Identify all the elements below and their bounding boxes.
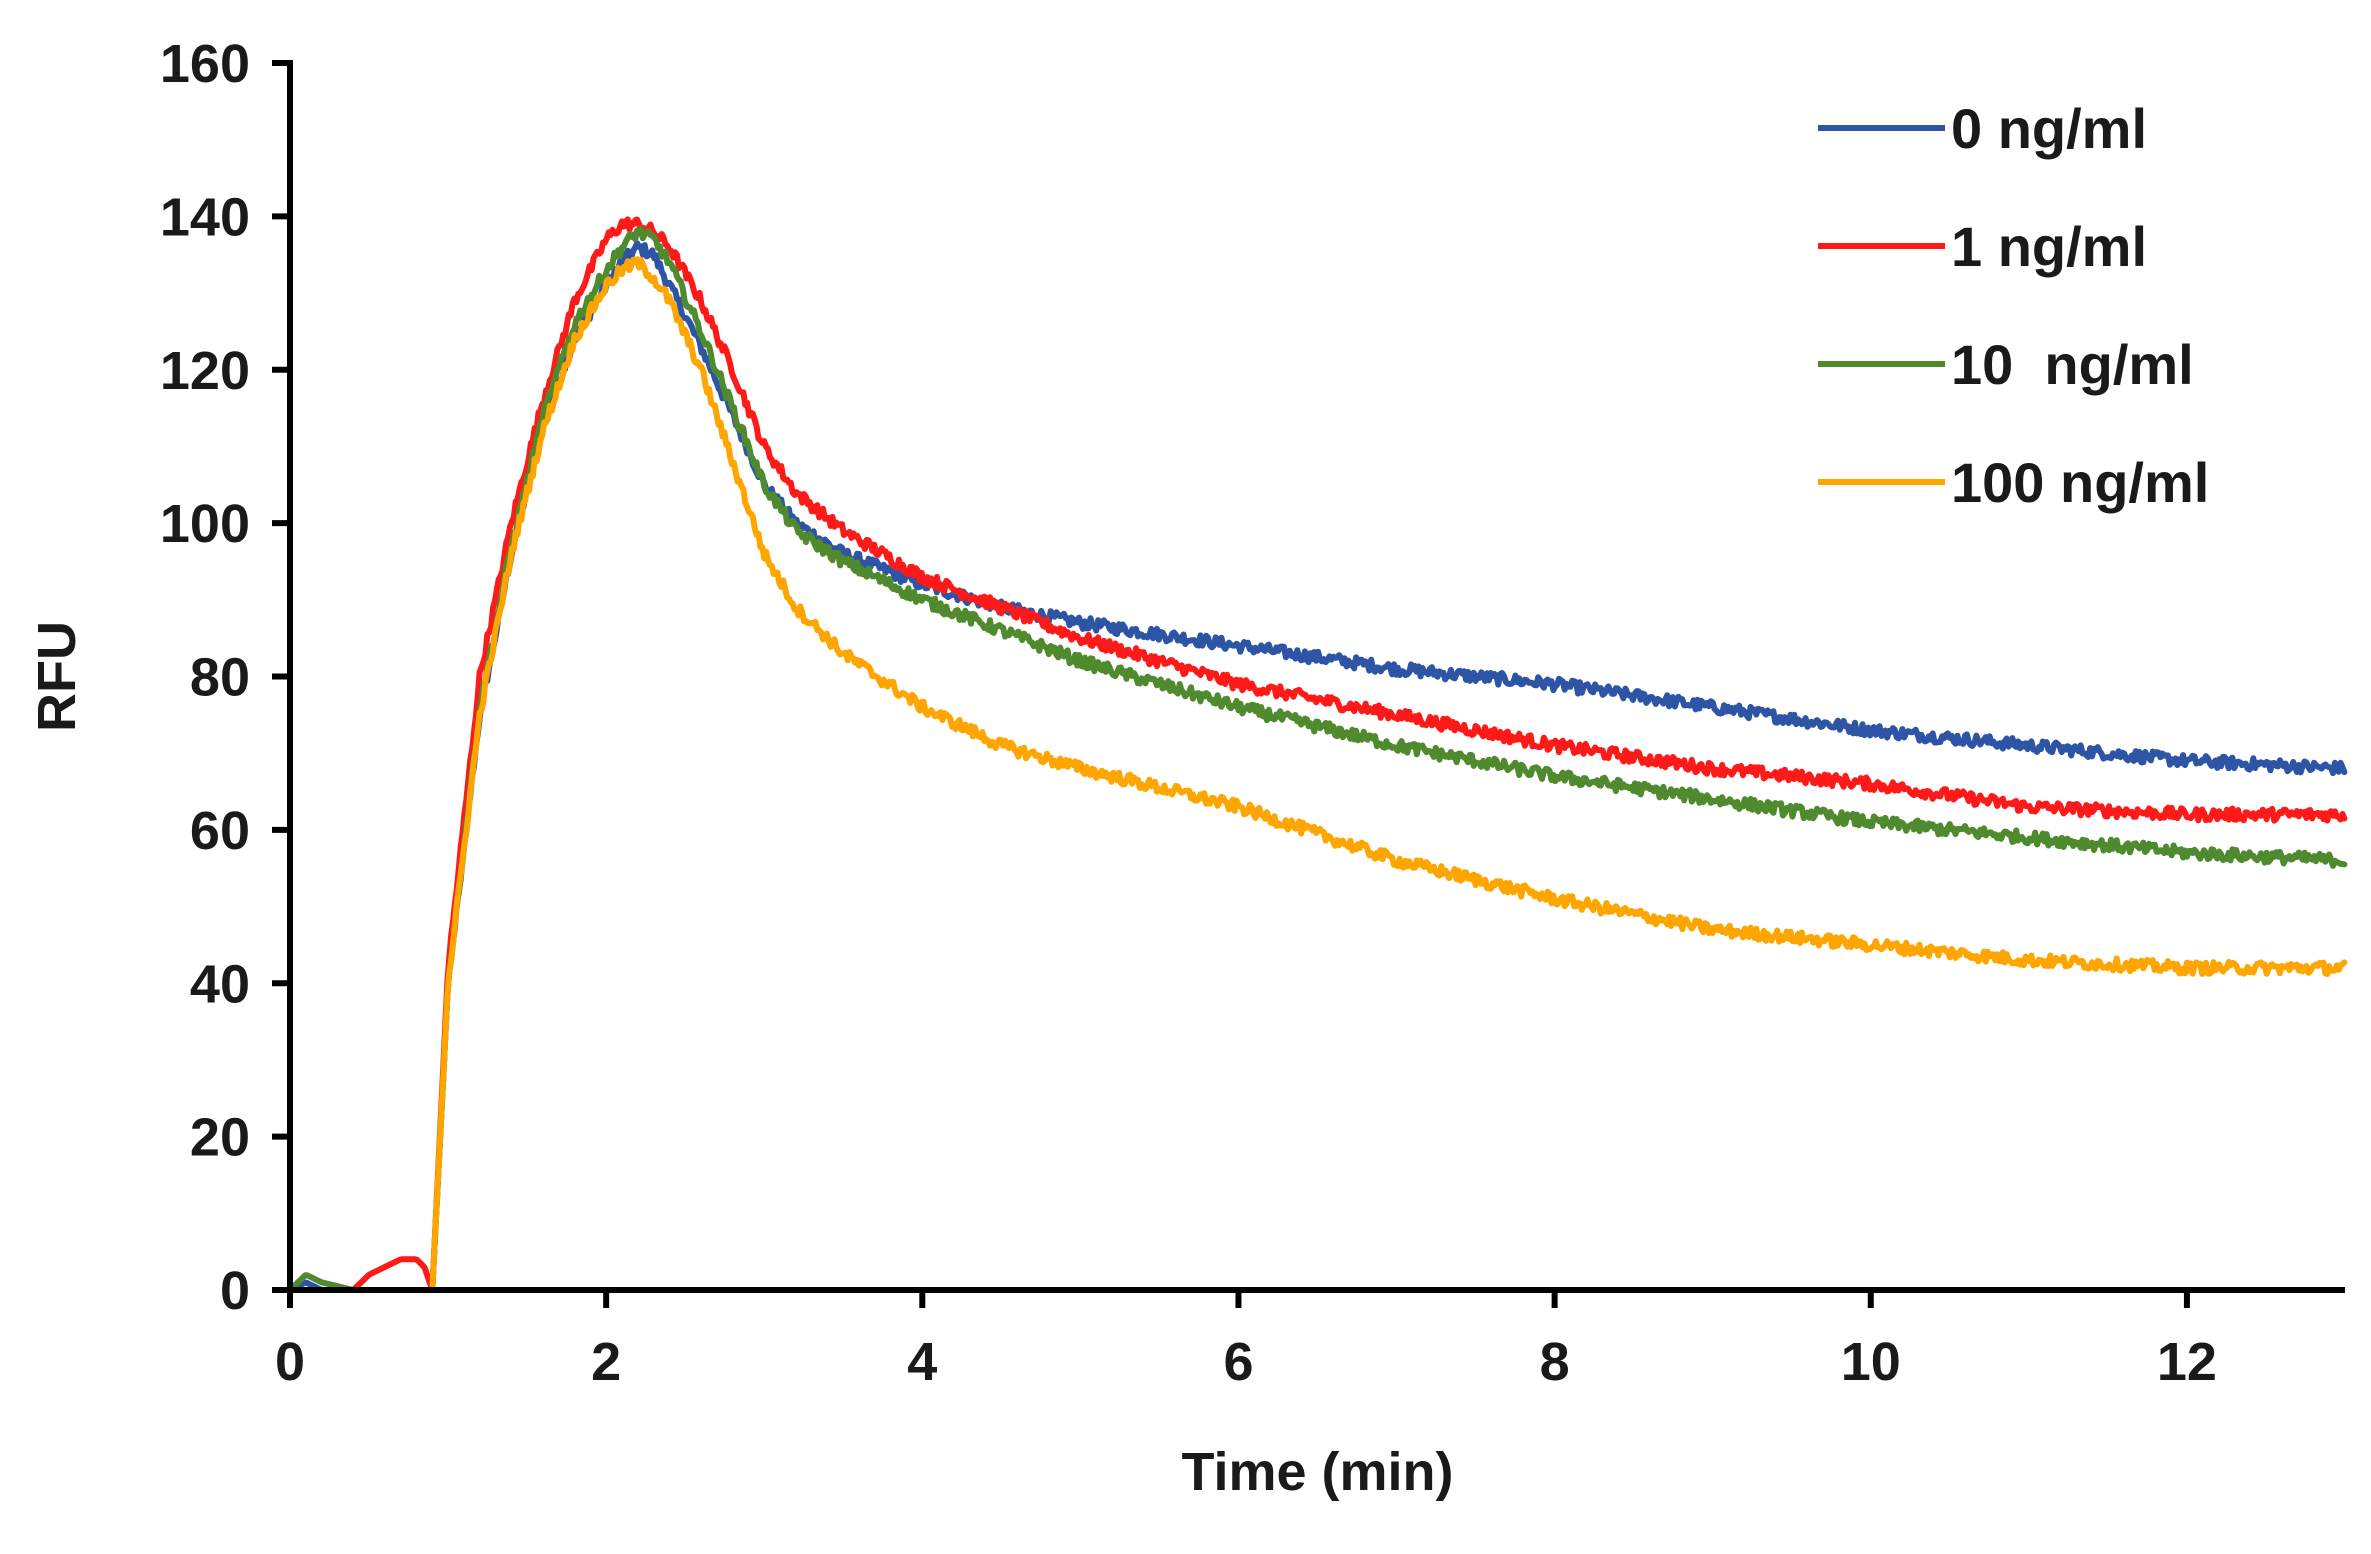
y-tick-label: 160 [160, 34, 250, 94]
y-axis-title: RFU [27, 621, 87, 732]
series-group [287, 216, 2348, 1293]
y-tick-label: 120 [160, 341, 250, 401]
x-tick-label: 8 [1540, 1332, 1570, 1392]
y-tick-label: 0 [220, 1261, 250, 1321]
legend-label: 1 ng/ml [1951, 215, 2147, 278]
x-tick-label: 2 [591, 1332, 621, 1392]
y-axis-ticks: 0 20 40 60 80 100 120 140 160 [160, 34, 290, 1321]
x-axis-ticks: 0 2 4 6 8 10 12 [275, 1290, 2217, 1392]
series-line [287, 225, 2348, 1293]
x-tick-label: 12 [2157, 1332, 2217, 1392]
y-tick-label: 80 [190, 648, 250, 708]
legend: 0 ng/ml 1 ng/ml 10 ng/ml 100 ng/ml [1818, 97, 2209, 514]
series-line [287, 240, 2348, 1293]
legend-label: 100 ng/ml [1951, 451, 2209, 514]
x-axis-title: Time (min) [1181, 1442, 1453, 1502]
y-tick-label: 60 [190, 801, 250, 861]
y-tick-label: 20 [190, 1108, 250, 1168]
series-line [287, 256, 2348, 1293]
x-tick-label: 10 [1841, 1332, 1901, 1392]
series-line [287, 216, 2348, 1293]
x-tick-label: 0 [275, 1332, 305, 1392]
y-tick-label: 40 [190, 954, 250, 1014]
legend-label: 10 ng/ml [1951, 333, 2194, 396]
y-tick-label: 140 [160, 187, 250, 247]
x-tick-label: 4 [907, 1332, 937, 1392]
x-tick-label: 6 [1223, 1332, 1253, 1392]
legend-label: 0 ng/ml [1951, 97, 2147, 160]
y-tick-label: 100 [160, 494, 250, 554]
